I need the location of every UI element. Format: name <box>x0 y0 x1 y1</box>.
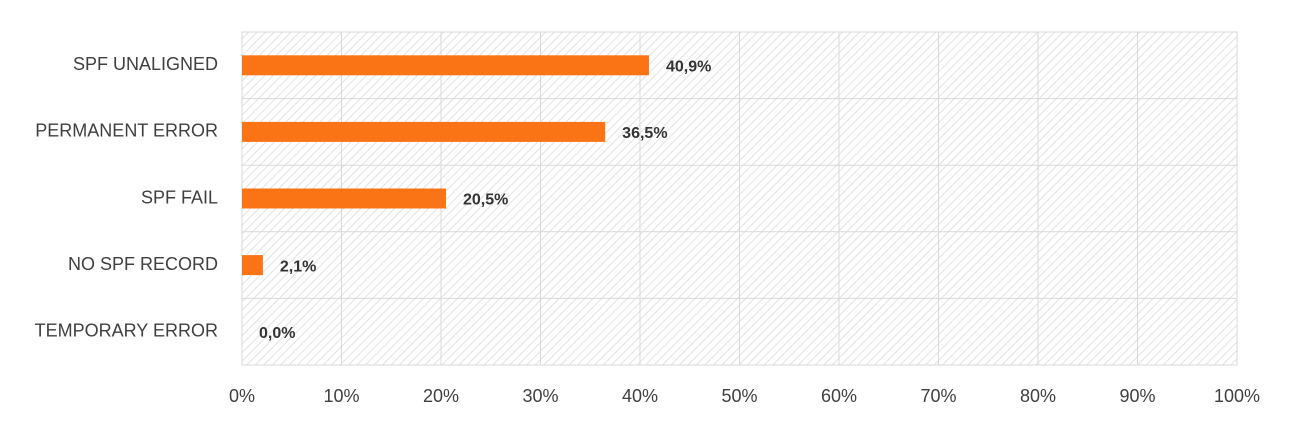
x-tick-label: 30% <box>522 386 558 406</box>
x-tick-label: 90% <box>1119 386 1155 406</box>
bar <box>242 121 606 142</box>
y-tick-label: SPF UNALIGNED <box>73 54 218 74</box>
value-label: 0,0% <box>259 325 295 342</box>
x-tick-label: 10% <box>323 386 359 406</box>
x-tick-label: 60% <box>821 386 857 406</box>
value-label: 20,5% <box>463 192 508 209</box>
x-tick-label: 70% <box>920 386 956 406</box>
x-tick-label: 40% <box>622 386 658 406</box>
value-label: 40,9% <box>666 59 711 76</box>
x-tick-label: 100% <box>1214 386 1260 406</box>
y-tick-label: SPF FAIL <box>141 187 218 207</box>
bar <box>242 188 446 209</box>
y-tick-label: TEMPORARY ERROR <box>35 320 218 340</box>
value-label: 36,5% <box>622 125 667 142</box>
bar <box>242 255 263 276</box>
y-tick-label: PERMANENT ERROR <box>35 121 218 141</box>
x-tick-label: 0% <box>229 386 255 406</box>
value-label: 2,1% <box>280 258 316 275</box>
y-tick-label: NO SPF RECORD <box>68 254 218 274</box>
bar <box>242 55 649 76</box>
x-tick-label: 50% <box>721 386 757 406</box>
x-tick-label: 80% <box>1020 386 1056 406</box>
x-tick-label: 20% <box>423 386 459 406</box>
